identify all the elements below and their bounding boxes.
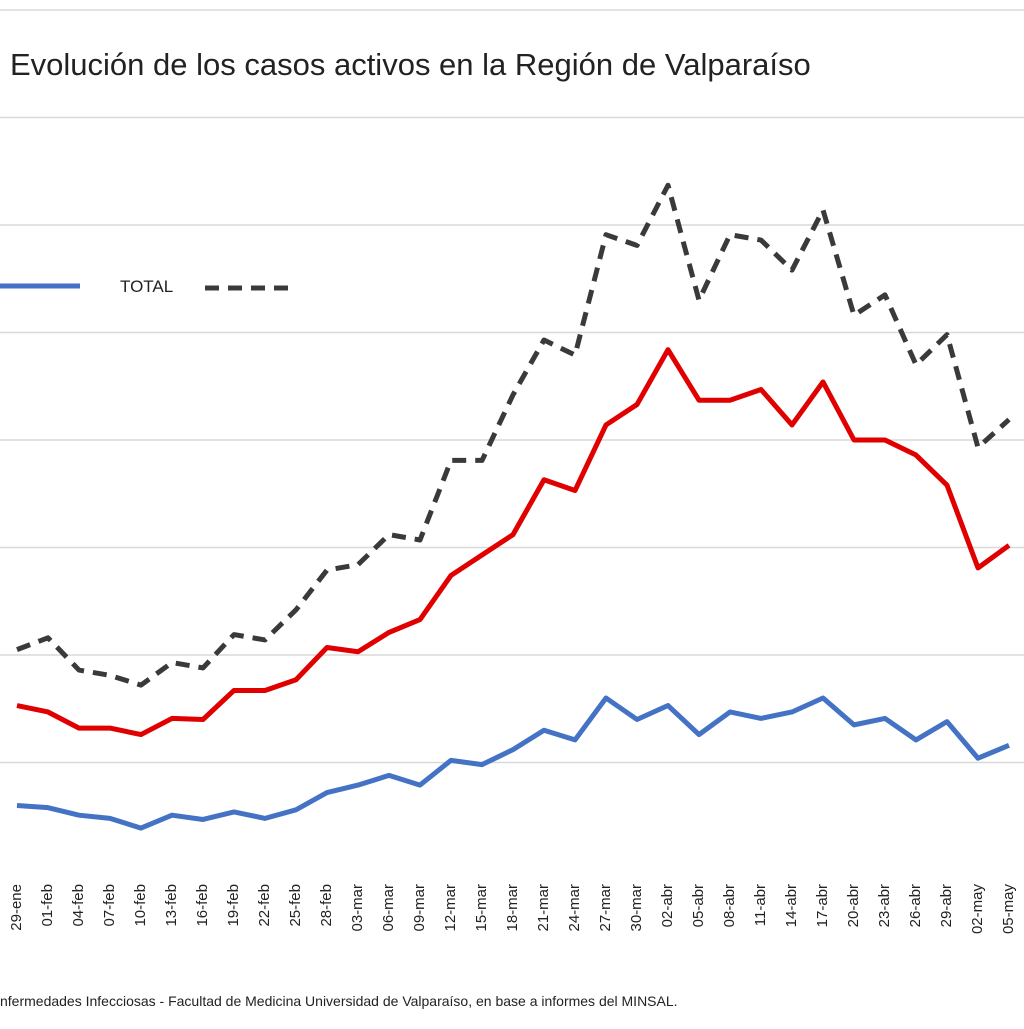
x-tick-label: 14-abr [783,884,800,927]
x-tick-label: 30-mar [628,884,645,932]
x-tick-label: 13-feb [163,884,180,927]
x-tick-label: 02-may [969,884,986,935]
x-tick-label: 21-mar [535,884,552,932]
x-tick-label: 02-abr [659,884,676,927]
x-tick-label: 15-mar [473,884,490,932]
x-tick-label: 04-feb [70,884,87,927]
x-tick-label: 28-feb [318,884,335,927]
x-tick-label: 08-abr [721,884,738,927]
x-tick-label: 29-ene [8,884,25,931]
chart-title: Evolución de los casos activos en la Reg… [10,47,811,82]
x-tick-label: 22-feb [256,884,273,927]
x-tick-label: 03-mar [349,884,366,932]
x-tick-label: 11-abr [752,884,769,926]
x-tick-label: 12-mar [442,884,459,932]
x-tick-label: 18-mar [504,884,521,932]
source-note: nfermedades Infecciosas - Facultad de Me… [0,993,678,1009]
x-tick-label: 17-abr [814,884,831,927]
x-tick-label: 06-mar [380,884,397,932]
x-tick-label: 07-feb [101,884,118,927]
series-line [16,695,1010,831]
x-tick-label: 05-may [1000,884,1017,935]
x-tick-label: 24-mar [566,884,583,932]
x-tick-label: 26-abr [907,884,924,927]
x-tick-label: 27-mar [597,884,614,932]
x-tick-label: 20-abr [845,884,862,927]
x-tick-label: 29-abr [938,884,955,927]
x-tick-label: 23-abr [876,884,893,927]
x-tick-label: 25-feb [287,884,304,927]
x-tick-label: 09-mar [411,884,428,932]
series-line [16,347,1011,738]
x-tick-label: 10-feb [132,884,149,927]
series-line [16,182,1011,688]
x-tick-label: 05-abr [690,884,707,927]
legend-label: TOTAL [120,277,173,296]
x-tick-label: 19-feb [225,884,242,927]
x-tick-label: 16-feb [194,884,211,927]
x-tick-label: 01-feb [39,884,56,927]
